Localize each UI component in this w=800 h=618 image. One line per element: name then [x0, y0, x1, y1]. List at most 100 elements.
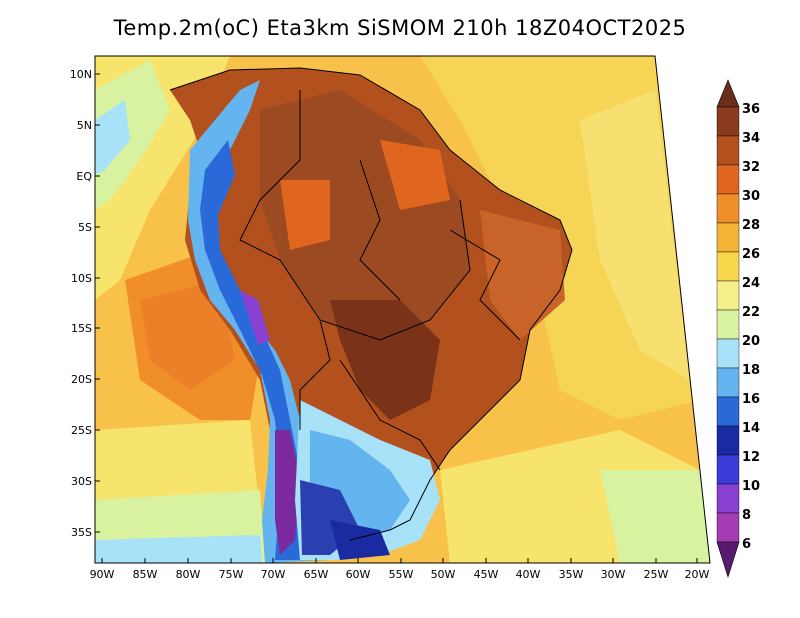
lat-tick-25s: 25S	[71, 424, 100, 437]
amazon-warm-patch	[380, 140, 450, 210]
lat-tick-35s: 35S	[71, 526, 100, 539]
longitude-axis: 90W 85W 80W 75W 70W 65W 60W 55W 50W 45W …	[90, 558, 710, 581]
lon-tick-65w: 65W	[304, 558, 329, 581]
colorbar-swatch-26-28	[716, 222, 740, 253]
lat-tick-10s: 10S	[71, 272, 100, 285]
lon-label-35w: 35W	[559, 568, 584, 581]
atlantic-east	[580, 90, 690, 380]
colorbar-swatch-28-30	[716, 193, 740, 224]
lat-tick-30s: 30S	[71, 475, 100, 488]
lon-label-25w: 25W	[644, 568, 669, 581]
south-atlantic-green	[600, 470, 710, 563]
lon-tick-75w: 75W	[219, 558, 244, 581]
southern-cone-deepest	[330, 520, 390, 560]
lat-label-20s: 20S	[71, 373, 92, 386]
lat-label-10s: 10S	[71, 272, 92, 285]
colorbar-swatch-12-14	[716, 425, 740, 456]
paraguay-border	[339, 359, 441, 471]
colorbar-label-14: 14	[742, 421, 760, 436]
lon-label-40w: 40W	[516, 568, 541, 581]
lat-label-15s: 15S	[71, 322, 92, 335]
colorbar-swatch-32-34	[716, 135, 740, 166]
pacific-north-green	[95, 60, 170, 210]
colorbar-label-20: 20	[742, 334, 760, 349]
colorbar-label-28: 28	[742, 218, 760, 233]
colorbar-swatch-8-10	[716, 483, 740, 514]
colorbar-label-12: 12	[742, 450, 760, 465]
lon-tick-25w: 25W	[644, 558, 669, 581]
lat-tick-20s: 20S	[71, 373, 100, 386]
lon-tick-85w: 85W	[133, 558, 158, 581]
country-borders	[169, 67, 573, 541]
lon-label-70w: 70W	[261, 568, 286, 581]
colorbar-label-22: 22	[742, 305, 760, 320]
colorbar-top-arrow	[716, 79, 740, 108]
lon-tick-35w: 35W	[559, 558, 584, 581]
lon-tick-20w: 20W	[685, 558, 710, 581]
lon-label-20w: 20W	[685, 568, 710, 581]
colorbar-label-8: 8	[742, 508, 751, 523]
temperature-field	[95, 56, 710, 563]
andes-purple-central	[240, 290, 270, 345]
lat-tick-5n: 5N	[77, 119, 100, 132]
colorbar-swatch-24-26	[716, 251, 740, 282]
west-amazon-patch	[280, 180, 330, 250]
colorbar-swatch-10-12	[716, 454, 740, 485]
pantanal-hot-core	[330, 300, 440, 420]
south-pacific-cyan	[95, 535, 262, 563]
map-frame	[94, 55, 711, 564]
colorbar-swatch-34-36	[716, 106, 740, 137]
colorbar-label-36: 36	[742, 102, 760, 117]
lon-tick-90w: 90W	[90, 558, 115, 581]
colorbar-swatch-16-18	[716, 367, 740, 398]
northeast-border	[449, 229, 521, 341]
colorbar-label-10: 10	[742, 479, 760, 494]
lat-label-35s: 35S	[71, 526, 92, 539]
lon-label-45w: 45W	[474, 568, 499, 581]
lon-label-55w: 55W	[389, 568, 414, 581]
lon-tick-40w: 40W	[516, 558, 541, 581]
lat-tick-15s: 15S	[71, 322, 100, 335]
lat-tick-eq: EQ	[76, 170, 100, 183]
colorbar-label-32: 32	[742, 160, 760, 175]
lat-label-eq: EQ	[76, 170, 92, 183]
lat-label-25s: 25S	[71, 424, 92, 437]
colorbar-swatch-30-32	[716, 164, 740, 195]
brazil-west-border	[239, 90, 471, 341]
andes-purple-south	[275, 430, 300, 555]
colorbar-label-26: 26	[742, 247, 760, 262]
colorbar-label-16: 16	[742, 392, 760, 407]
bolivia-border	[299, 319, 331, 430]
lon-tick-30w: 30W	[601, 558, 626, 581]
lon-tick-60w: 60W	[346, 558, 371, 581]
pacific-north-cyan	[95, 100, 130, 175]
colorbar-swatch-22-24	[716, 280, 740, 311]
lon-label-30w: 30W	[601, 568, 626, 581]
colorbar-label-18: 18	[742, 363, 760, 378]
lat-label-30s: 30S	[71, 475, 92, 488]
coastline-east	[169, 67, 573, 541]
colorbar-swatch-6-8	[716, 512, 740, 543]
lon-tick-45w: 45W	[474, 558, 499, 581]
colorbar: 36 34 32 30 28 26 24 22 20 18 16 14 12 1…	[716, 79, 760, 579]
colorbar-swatch-14-16	[716, 396, 740, 427]
lon-tick-55w: 55W	[389, 558, 414, 581]
colorbar-label-30: 30	[742, 189, 760, 204]
lon-label-90w: 90W	[90, 568, 115, 581]
map-title: Temp.2m(oC) Eta3km SiSMOM 210h 18Z04OCT2…	[113, 16, 687, 40]
northeast-warm	[480, 210, 565, 340]
colorbar-label-6: 6	[742, 537, 751, 552]
lon-label-65w: 65W	[304, 568, 329, 581]
colorbar-label-34: 34	[742, 131, 760, 146]
lat-label-5n: 5N	[77, 119, 92, 132]
lat-tick-10n: 10N	[70, 68, 100, 81]
lon-tick-80w: 80W	[176, 558, 201, 581]
lon-label-85w: 85W	[133, 568, 158, 581]
inner-state-border	[359, 159, 401, 301]
lon-label-75w: 75W	[219, 568, 244, 581]
lon-tick-70w: 70W	[261, 558, 286, 581]
lat-label-10n: 10N	[70, 68, 92, 81]
lon-label-50w: 50W	[431, 568, 456, 581]
colorbar-label-24: 24	[742, 276, 760, 291]
